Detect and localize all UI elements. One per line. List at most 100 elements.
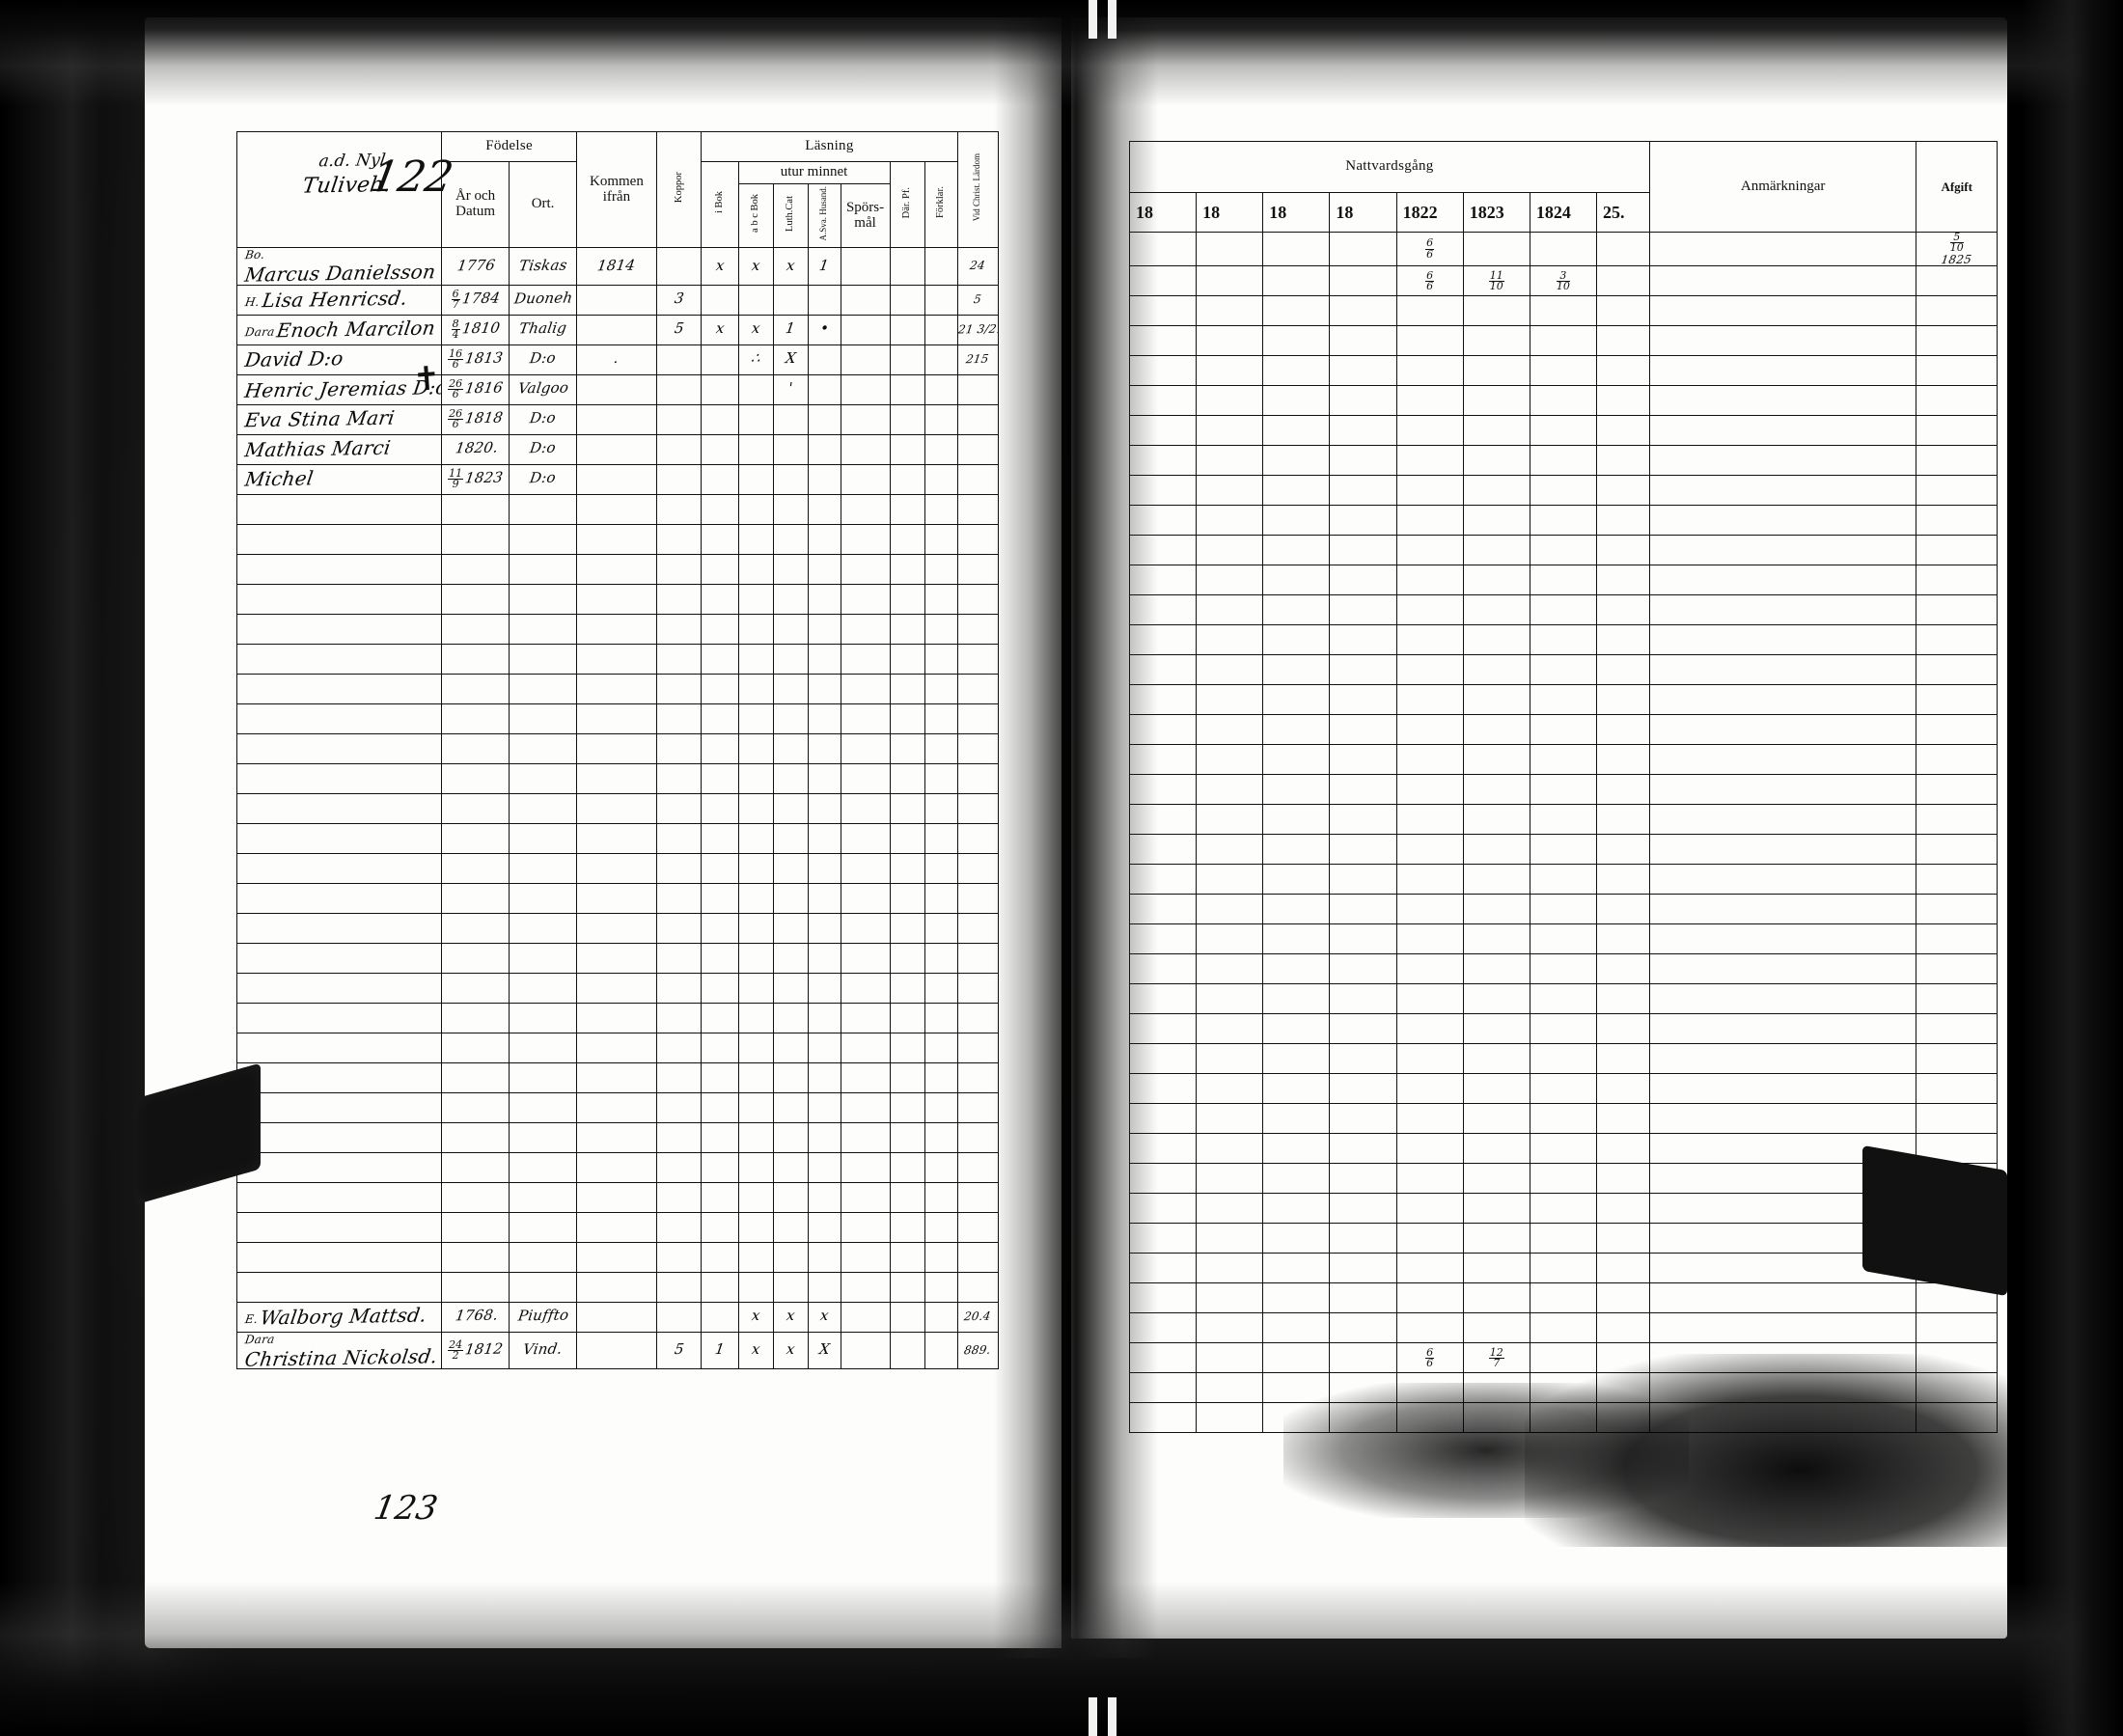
cell-communion bbox=[1462, 744, 1530, 776]
cell-communion bbox=[1595, 231, 1650, 267]
cell-koppor: 5 bbox=[655, 314, 703, 345]
cell-empty bbox=[840, 613, 891, 645]
header-anmarkningar: Anmärkningar bbox=[1648, 141, 1917, 233]
table-row bbox=[1128, 565, 1998, 596]
cell-empty bbox=[655, 1181, 703, 1213]
cell-empty bbox=[956, 942, 999, 974]
cell-a-sva bbox=[807, 284, 841, 316]
cell-birth-place: Piuffto bbox=[509, 1301, 578, 1333]
cell-communion bbox=[1595, 864, 1650, 896]
cell-communion bbox=[1395, 1013, 1464, 1045]
cell-empty bbox=[701, 583, 739, 615]
cell-communion bbox=[1529, 1342, 1597, 1374]
cell-empty bbox=[441, 762, 510, 794]
cell-communion bbox=[1329, 714, 1397, 746]
cell-empty bbox=[576, 852, 657, 884]
cell-empty bbox=[701, 523, 739, 555]
cell-anmarkningar bbox=[1648, 445, 1917, 477]
cell-afgift bbox=[1916, 1312, 1998, 1344]
cell-communion bbox=[1128, 1163, 1198, 1195]
cell-empty bbox=[956, 523, 999, 555]
cell-afgift bbox=[1916, 923, 1998, 955]
cell-anmarkningar bbox=[1648, 1312, 1917, 1344]
cell-empty bbox=[889, 1032, 925, 1063]
cell-communion bbox=[1395, 325, 1464, 357]
table-row: Eva Stina Mari 26 6 1818 D:o bbox=[235, 403, 999, 435]
cell-empty bbox=[235, 1181, 443, 1213]
cell-communion bbox=[1462, 624, 1530, 656]
table-row bbox=[1128, 445, 1998, 477]
cell-empty bbox=[576, 1121, 657, 1153]
cell-communion bbox=[1329, 295, 1397, 327]
cell-luth-cat: x bbox=[772, 1331, 809, 1370]
header-i-bok: i Bok bbox=[701, 160, 739, 249]
cell-empty bbox=[737, 882, 774, 914]
cell-communion bbox=[1329, 231, 1397, 267]
cell-empty bbox=[737, 822, 774, 854]
cell-communion bbox=[1196, 894, 1264, 925]
cell-empty bbox=[509, 643, 578, 675]
cell-empty bbox=[840, 912, 891, 944]
cell-communion bbox=[1128, 1013, 1198, 1045]
cell-communion bbox=[1529, 923, 1597, 955]
cell-sporsmal bbox=[840, 403, 891, 435]
cell-communion bbox=[1529, 1163, 1597, 1195]
cell-communion bbox=[1462, 594, 1530, 626]
cell-empty bbox=[701, 1121, 739, 1153]
cell-communion bbox=[1329, 1342, 1397, 1374]
cell-communion bbox=[1462, 1013, 1530, 1045]
cell-empty bbox=[840, 792, 891, 824]
cell-communion bbox=[1196, 1103, 1264, 1135]
cell-afgift bbox=[1916, 1103, 1998, 1135]
cell-communion bbox=[1128, 864, 1198, 896]
cell-communion bbox=[1196, 714, 1264, 746]
cell-empty bbox=[235, 1121, 443, 1153]
cell-communion bbox=[1395, 445, 1464, 477]
cell-communion bbox=[1128, 415, 1198, 447]
table-row-empty bbox=[235, 1091, 999, 1123]
cell-communion bbox=[1595, 565, 1650, 596]
cell-i-bok bbox=[701, 433, 739, 465]
binding-clip-bottom-b bbox=[1108, 1697, 1117, 1736]
cell-communion bbox=[1462, 1193, 1530, 1225]
cell-communion bbox=[1529, 1103, 1597, 1135]
table-row-empty bbox=[235, 613, 999, 645]
cell-birth-place: D:o bbox=[509, 403, 578, 435]
cell-communion bbox=[1529, 624, 1597, 656]
cell-kommen-ifran bbox=[576, 463, 657, 495]
cell-birth-date: 6 7 1784 bbox=[441, 284, 510, 316]
cell-empty bbox=[737, 852, 774, 884]
cell-empty bbox=[737, 732, 774, 764]
cell-communion bbox=[1595, 385, 1650, 417]
cell-empty bbox=[441, 553, 510, 585]
cell-empty bbox=[441, 1181, 510, 1213]
cell-communion bbox=[1329, 535, 1397, 566]
cell-communion bbox=[1329, 415, 1397, 447]
cell-anmarkningar bbox=[1648, 923, 1917, 955]
cell-empty bbox=[235, 1271, 443, 1303]
cell-afgift bbox=[1916, 1073, 1998, 1105]
cell-communion bbox=[1395, 654, 1464, 686]
cell-communion bbox=[1529, 1043, 1597, 1075]
cell-communion bbox=[1395, 684, 1464, 716]
cell-communion bbox=[1395, 355, 1464, 387]
header-luth-cat: Luth.Cat bbox=[772, 182, 809, 249]
cell-empty bbox=[956, 1091, 999, 1123]
cell-empty bbox=[772, 1002, 809, 1033]
cell-communion bbox=[1395, 1282, 1464, 1314]
cell-empty bbox=[509, 912, 578, 944]
cell-empty bbox=[235, 583, 443, 615]
cell-birth-place: Vind. bbox=[509, 1331, 578, 1370]
cell-communion bbox=[1262, 834, 1331, 866]
cell-empty bbox=[924, 1211, 958, 1243]
table-row bbox=[1128, 355, 1998, 387]
cell-empty bbox=[235, 822, 443, 854]
table-row: 6 6 11 10 3 10 bbox=[1128, 265, 1998, 297]
cell-empty bbox=[956, 972, 999, 1004]
cell-vid-christ-lardom bbox=[956, 403, 999, 435]
cell-communion bbox=[1329, 325, 1397, 357]
cell-communion bbox=[1329, 1372, 1397, 1404]
cell-communion bbox=[1595, 983, 1650, 1015]
cell-empty bbox=[441, 703, 510, 734]
